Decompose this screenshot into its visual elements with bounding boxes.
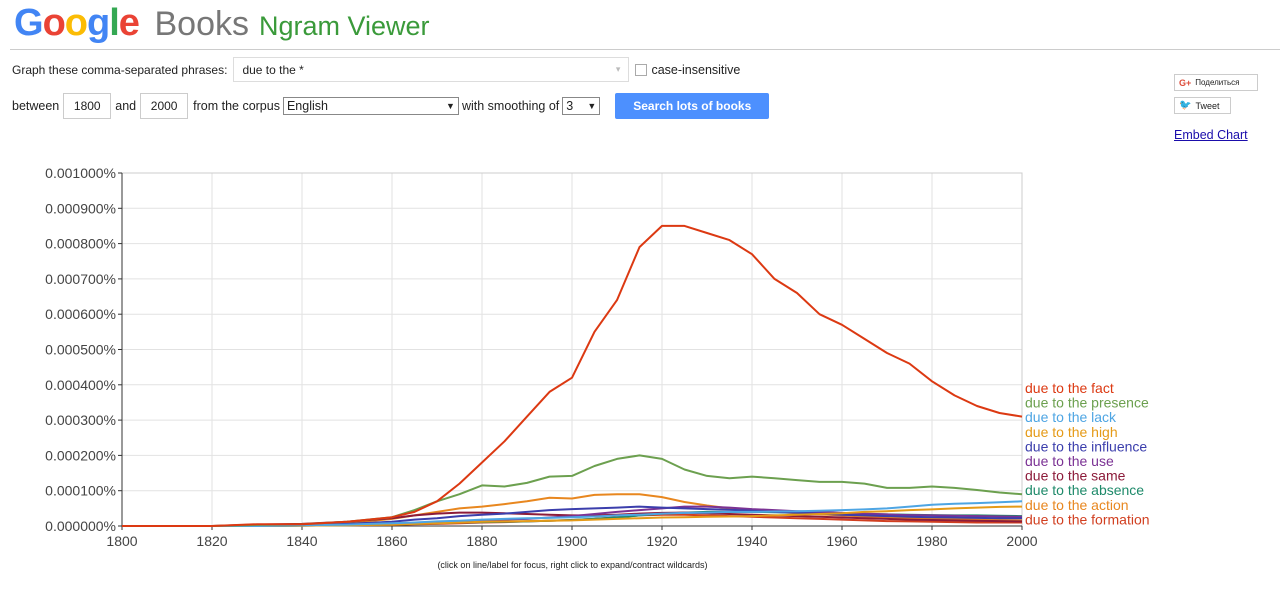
y-tick-label: 0.000300%	[45, 412, 116, 428]
chart-help-note: (click on line/label for focus, right cl…	[437, 560, 708, 570]
smoothing-label: with smoothing of	[461, 99, 560, 113]
corpus-label: from the corpus	[193, 99, 280, 113]
y-tick-label: 0.001000%	[45, 165, 116, 181]
y-tick-label: 0.000900%	[45, 200, 116, 216]
case-insensitive-label: case-insensitive	[651, 62, 741, 77]
series-label[interactable]: due to the high	[1025, 424, 1118, 440]
phrases-value: due to the *	[242, 62, 304, 77]
y-tick-label: 0.000200%	[45, 447, 116, 463]
select-arrow-icon: ▼	[587, 101, 597, 111]
series-label[interactable]: due to the lack	[1025, 409, 1117, 425]
logo-letter: o	[42, 2, 66, 44]
y-tick-label: 0.000000%	[45, 518, 116, 534]
series-label[interactable]: due to the use	[1025, 453, 1114, 469]
series-label[interactable]: due to the influence	[1025, 438, 1147, 454]
x-tick-label: 1860	[376, 533, 407, 549]
y-tick-label: 0.000700%	[45, 271, 116, 287]
logo-letter: G	[14, 2, 44, 44]
x-tick-label: 1960	[826, 533, 857, 549]
logo-google-text: Google	[14, 2, 148, 44]
corpus-value: English	[286, 99, 328, 113]
corpus-select[interactable]: English ▼	[282, 97, 459, 115]
smoothing-value: 3	[566, 99, 574, 113]
and-label: and	[115, 99, 137, 113]
phrases-label: Graph these comma-separated phrases:	[12, 62, 228, 77]
share-button[interactable]: G+ Поделиться	[1174, 74, 1258, 91]
end-year-input[interactable]: 2000	[140, 93, 189, 119]
start-year-input[interactable]: 1800	[63, 93, 112, 119]
logo-letter: o	[64, 2, 88, 44]
logo-letter: l	[109, 2, 120, 44]
logo-books-text: Books	[154, 5, 249, 43]
logo-letter: e	[118, 2, 140, 44]
series-label[interactable]: due to the absence	[1025, 482, 1144, 498]
corpus-row: between 1800 and 2000 from the corpus En…	[12, 93, 770, 119]
y-tick-label: 0.000500%	[45, 342, 116, 358]
series-label[interactable]: due to the fact	[1025, 380, 1114, 396]
x-tick-label: 1900	[556, 533, 587, 549]
tweet-label: Tweet	[1195, 100, 1220, 111]
x-tick-label: 1820	[196, 533, 227, 549]
between-label: between	[12, 99, 60, 113]
series-line[interactable]	[122, 505, 1022, 527]
google-plus-icon: G+	[1179, 77, 1192, 88]
x-tick-label: 1880	[466, 533, 497, 549]
smoothing-select[interactable]: 3 ▼	[562, 97, 601, 115]
y-tick-label: 0.000800%	[45, 236, 116, 252]
tweet-button[interactable]: 🐦 Tweet	[1174, 97, 1231, 114]
ngram-chart[interactable]: 0.000000% 0.000100% 0.000200% 0.000300% 0.00…	[0, 150, 1280, 555]
share-label: Поделиться	[1195, 78, 1240, 87]
series-label[interactable]: due to the formation	[1025, 511, 1150, 527]
google-books-logo[interactable]: Google Books Ngram Viewer	[14, 2, 430, 46]
search-button[interactable]: Search lots of books	[615, 93, 770, 119]
logo-letter: g	[87, 2, 110, 44]
dropdown-arrow-icon: ▾	[615, 64, 621, 74]
series-line[interactable]	[122, 500, 1023, 527]
twitter-bird-icon: 🐦	[1179, 100, 1192, 111]
header-divider	[10, 49, 1280, 50]
y-tick-label: 0.000600%	[45, 306, 116, 322]
x-tick-label: 1980	[916, 533, 947, 549]
select-arrow-icon: ▼	[446, 101, 455, 111]
x-tick-label: 2000	[1006, 533, 1037, 549]
x-tick-label: 1940	[736, 533, 767, 549]
x-tick-label: 1920	[646, 533, 677, 549]
x-tick-label: 1840	[286, 533, 317, 549]
series-label[interactable]: due to the action	[1025, 497, 1129, 513]
series-label[interactable]: due to the same	[1025, 468, 1126, 484]
series-line[interactable]	[122, 224, 1023, 527]
phrases-input[interactable]: due to the * ▾	[233, 57, 630, 82]
series-line[interactable]	[122, 505, 1023, 527]
y-tick-label: 0.000100%	[45, 483, 116, 499]
x-tick-label: 1800	[106, 533, 137, 549]
series-label[interactable]: due to the presence	[1025, 395, 1149, 411]
embed-chart-link[interactable]: Embed Chart	[1174, 128, 1248, 142]
ngram-viewer-title: Ngram Viewer	[258, 11, 430, 41]
case-insensitive-checkbox[interactable]	[635, 63, 648, 76]
y-tick-label: 0.000400%	[45, 377, 116, 393]
phrases-row: Graph these comma-separated phrases: due…	[12, 57, 740, 82]
